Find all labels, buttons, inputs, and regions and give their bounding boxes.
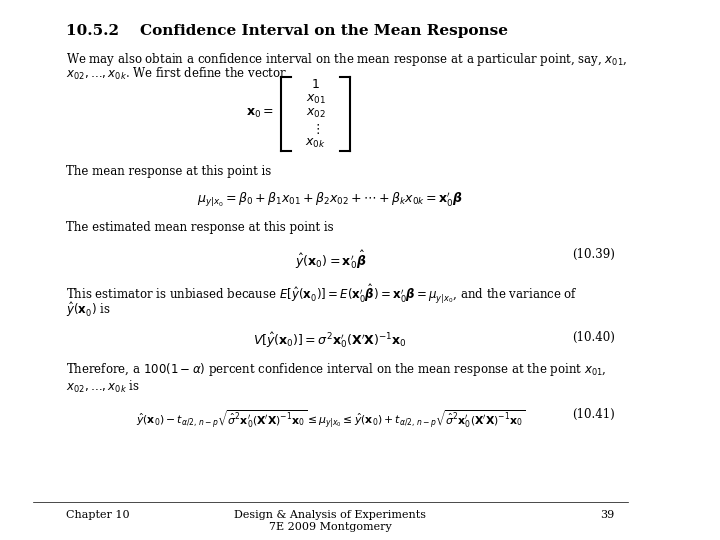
Text: $V[\hat{y}(\mathbf{x}_0)] = \sigma^2 \mathbf{x}_0^\prime (\mathbf{X}^\prime \mat: $V[\hat{y}(\mathbf{x}_0)] = \sigma^2 \ma… (253, 330, 408, 350)
Text: 39: 39 (600, 510, 615, 521)
Text: Design & Analysis of Experiments
7E 2009 Montgomery: Design & Analysis of Experiments 7E 2009… (235, 510, 426, 532)
Text: $\hat{y}(\mathbf{x}_0) = \mathbf{x}_0^\prime \hat{\boldsymbol{\beta}}$: $\hat{y}(\mathbf{x}_0) = \mathbf{x}_0^\p… (294, 248, 366, 271)
Text: $x_{02}$: $x_{02}$ (305, 107, 325, 120)
Text: $\hat{y}(\mathbf{x}_0) - t_{\alpha/2,\,n-p}\sqrt{\hat{\sigma}^2 \mathbf{x}_0^\pr: $\hat{y}(\mathbf{x}_0) - t_{\alpha/2,\,n… (136, 408, 525, 430)
Text: (10.41): (10.41) (572, 408, 615, 421)
Text: $\mu_{y|x_0} = \beta_0 + \beta_1 x_{01} + \beta_2 x_{02} + \cdots + \beta_k x_{0: $\mu_{y|x_0} = \beta_0 + \beta_1 x_{01} … (197, 191, 464, 209)
Text: Therefore, a $100(1 - \alpha)$ percent confidence interval on the mean response : Therefore, a $100(1 - \alpha)$ percent c… (66, 361, 607, 378)
Text: (10.39): (10.39) (572, 248, 615, 261)
Text: We may also obtain a confidence interval on the mean response at a particular po: We may also obtain a confidence interval… (66, 51, 627, 68)
Text: The mean response at this point is: The mean response at this point is (66, 165, 271, 178)
Text: $x_{02}, \ldots, x_{0k}$. We first define the vector: $x_{02}, \ldots, x_{0k}$. We first defin… (66, 66, 287, 82)
Text: $\hat{y}(\mathbf{x}_0)$ is: $\hat{y}(\mathbf{x}_0)$ is (66, 300, 111, 319)
Text: Chapter 10: Chapter 10 (66, 510, 130, 521)
Text: $x_{02}, \ldots, x_{0k}$ is: $x_{02}, \ldots, x_{0k}$ is (66, 379, 140, 395)
Text: $\vdots$: $\vdots$ (311, 122, 320, 136)
Text: $x_{0k}$: $x_{0k}$ (305, 137, 326, 150)
Text: The estimated mean response at this point is: The estimated mean response at this poin… (66, 221, 333, 234)
Text: (10.40): (10.40) (572, 330, 615, 343)
Text: $\mathbf{x}_0 =$: $\mathbf{x}_0 =$ (246, 107, 274, 120)
Text: This estimator is unbiased because $E[\hat{y}(\mathbf{x}_0)] = E(\mathbf{x}_0^\p: This estimator is unbiased because $E[\h… (66, 282, 578, 305)
Text: 10.5.2    Confidence Interval on the Mean Response: 10.5.2 Confidence Interval on the Mean R… (66, 24, 508, 38)
Text: $1$: $1$ (311, 78, 320, 91)
Text: $x_{01}$: $x_{01}$ (305, 92, 325, 106)
